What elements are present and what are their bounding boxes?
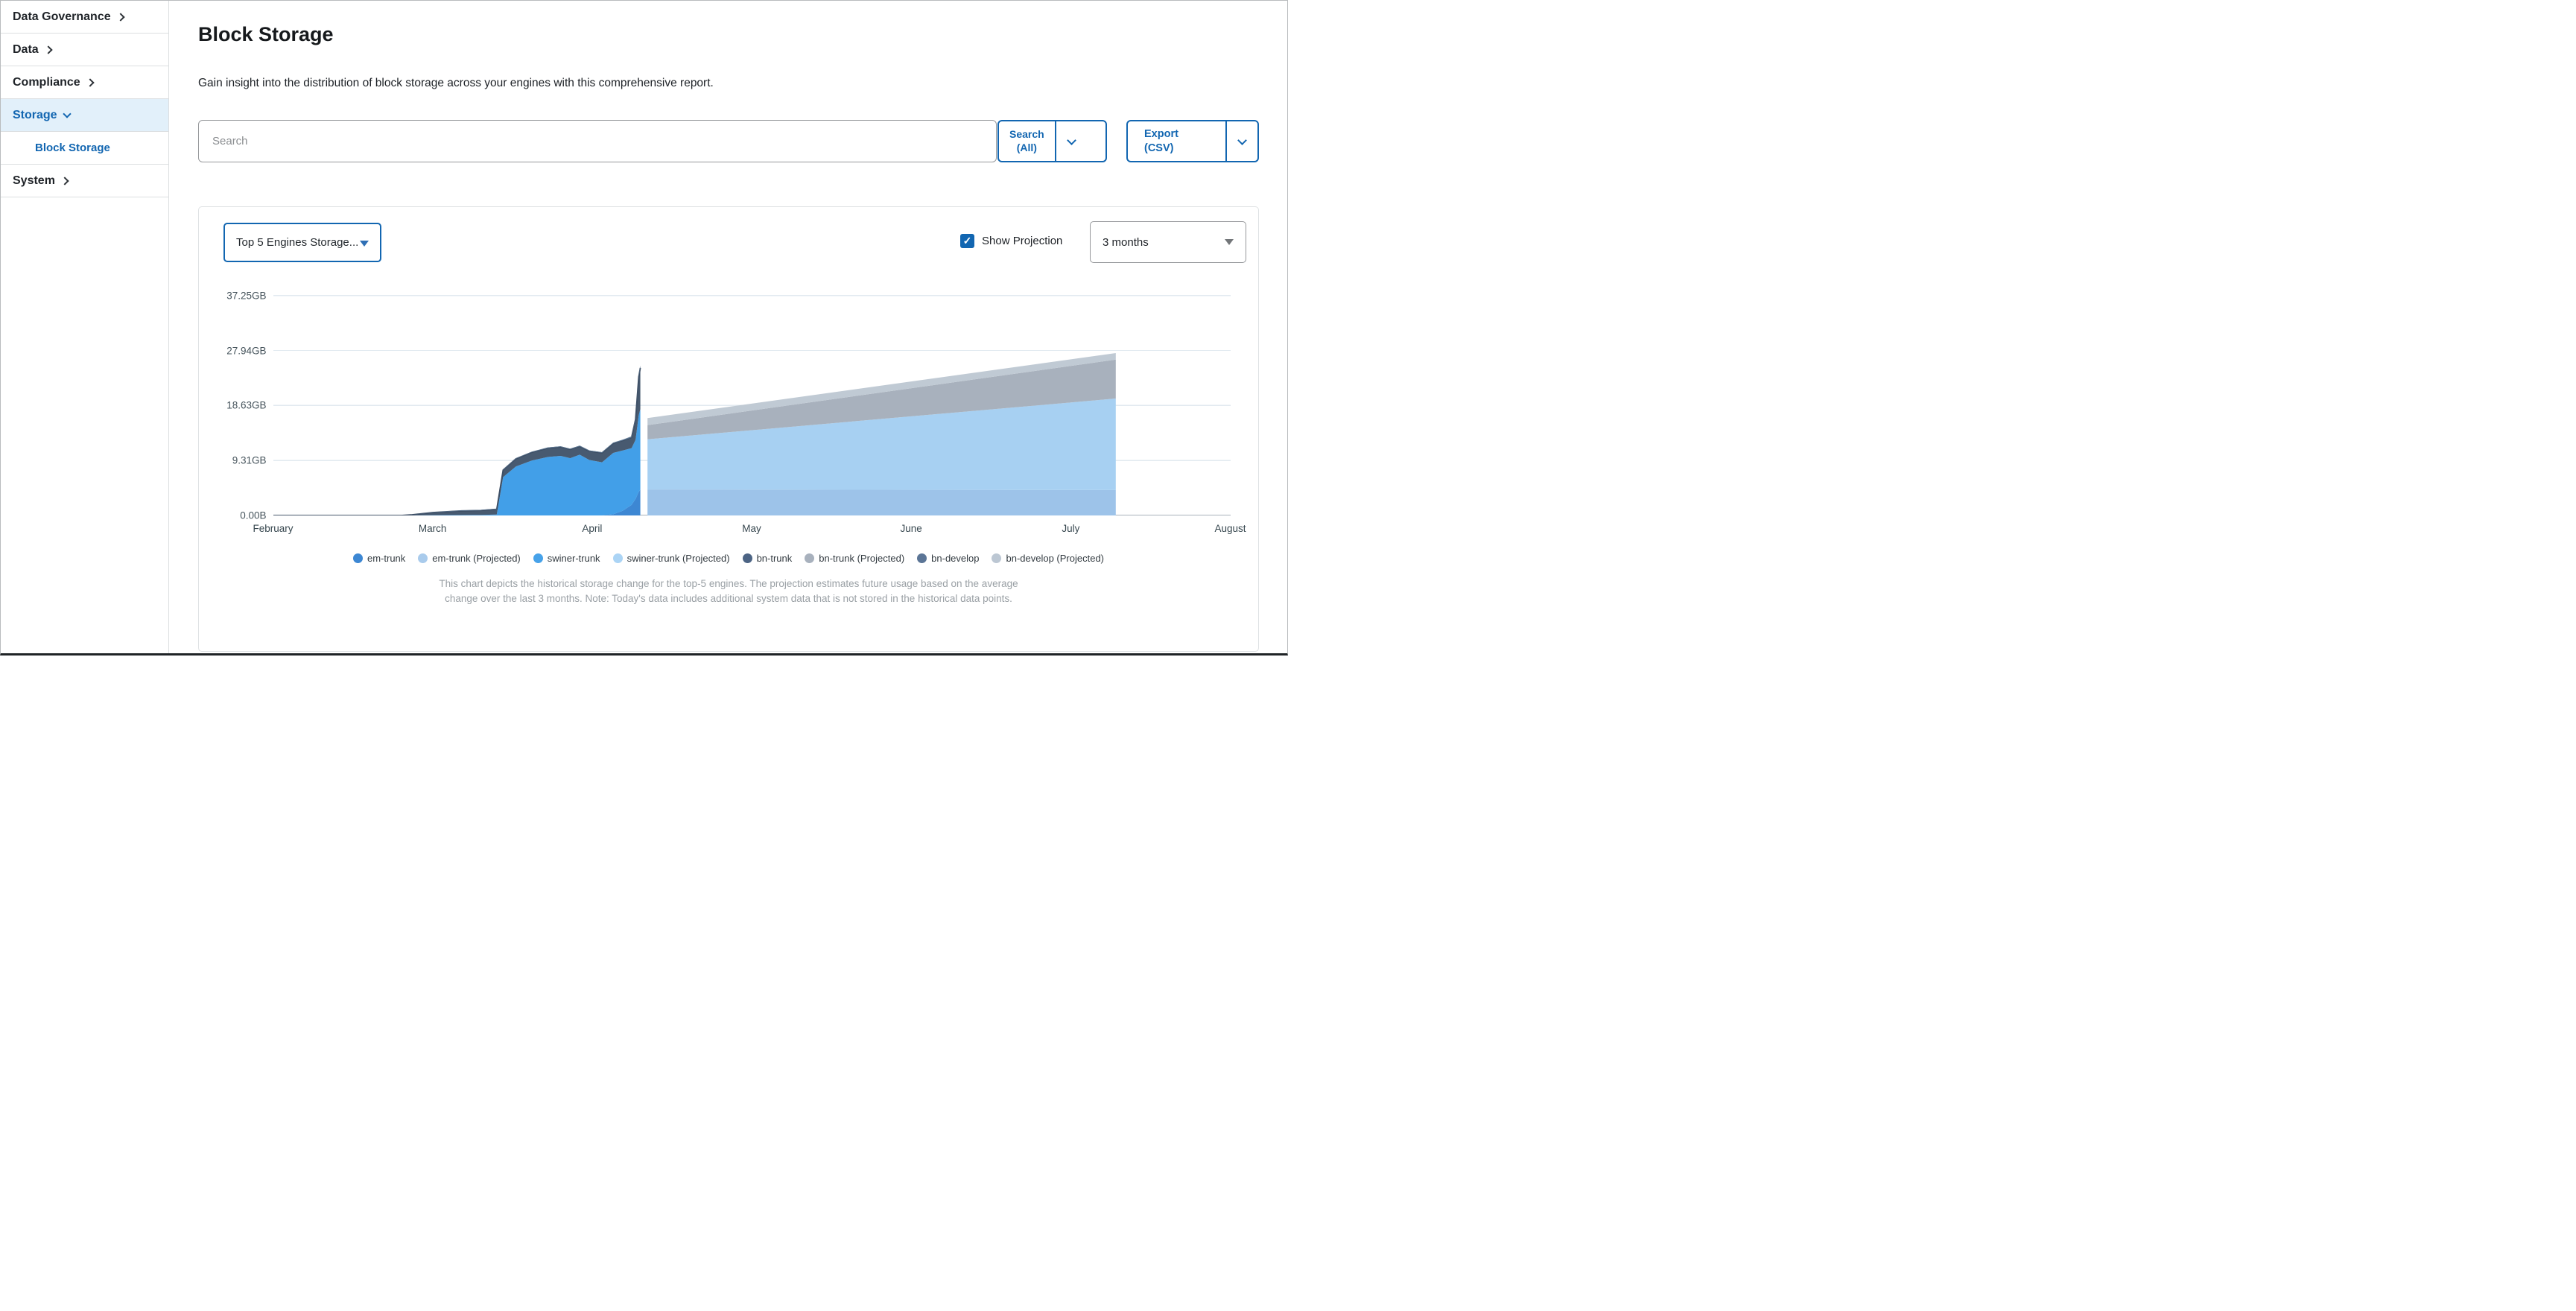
projection-range-value: 3 months xyxy=(1103,235,1149,249)
chevron-right-icon xyxy=(115,13,125,22)
area-bn-develop (Projected) xyxy=(647,353,1116,425)
app-window: Data Governance Data Compliance Storage … xyxy=(0,0,1288,656)
chevron-right-icon xyxy=(86,78,95,87)
search-button[interactable]: Search (All) xyxy=(997,120,1107,162)
x-axis-tick-label: August xyxy=(1214,523,1246,534)
legend-item-em-trunk[interactable]: em-trunk xyxy=(352,553,406,564)
area-swiner-trunk xyxy=(273,409,641,515)
x-axis-tick-label: July xyxy=(1062,523,1080,534)
chart-svg xyxy=(273,295,1231,517)
legend-dot-icon xyxy=(917,553,927,563)
projection-range-select[interactable]: 3 months xyxy=(1090,221,1246,263)
dropdown-caret-icon xyxy=(1225,239,1234,245)
chart-caption-wrap: This chart depicts the historical storag… xyxy=(199,577,1258,607)
search-button-label-line2: (All) xyxy=(1016,141,1037,153)
chevron-down-icon xyxy=(1237,135,1247,145)
legend-dot-icon xyxy=(352,553,363,563)
dropdown-caret-icon xyxy=(360,240,369,247)
show-projection-label: Show Projection xyxy=(982,235,1063,247)
legend-label: bn-trunk xyxy=(756,553,793,564)
legend-item-bn-trunk[interactable]: bn-trunk xyxy=(742,553,793,564)
legend-item-swiner-trunk-projected-[interactable]: swiner-trunk (Projected) xyxy=(612,553,730,564)
y-axis-tick-label: 18.63GB xyxy=(226,399,267,411)
area-bn-trunk (Projected) xyxy=(647,359,1116,439)
chevron-right-icon xyxy=(44,45,53,54)
legend-dot-icon xyxy=(533,553,543,563)
sidebar-item-label: Storage xyxy=(13,108,57,121)
sidebar-subitem-label: Block Storage xyxy=(35,142,110,154)
export-button[interactable]: Export (CSV) xyxy=(1126,120,1259,162)
search-input[interactable] xyxy=(198,120,997,162)
sidebar-item-storage[interactable]: Storage xyxy=(1,99,168,132)
legend-label: em-trunk xyxy=(367,553,406,564)
sidebar-subitem-block-storage[interactable]: Block Storage xyxy=(1,132,168,165)
export-options-dropdown-button[interactable] xyxy=(1225,121,1257,161)
main-content: Block Storage Gain insight into the dist… xyxy=(169,1,1287,653)
area-em-trunk (Projected) xyxy=(647,489,1116,515)
sidebar-item-label: Compliance xyxy=(13,75,80,89)
legend-item-bn-develop[interactable]: bn-develop xyxy=(917,553,979,564)
x-axis-tick-label: March xyxy=(418,523,447,534)
sidebar-item-label: Data Governance xyxy=(13,10,111,23)
legend-item-bn-develop-projected-[interactable]: bn-develop (Projected) xyxy=(992,553,1104,564)
legend-label: bn-develop (Projected) xyxy=(1006,553,1105,564)
chart-legend: em-trunk em-trunk (Projected) swiner-trunk… xyxy=(199,553,1258,564)
legend-label: em-trunk (Projected) xyxy=(432,553,521,564)
metric-select-value: Top 5 Engines Storage... xyxy=(236,236,359,249)
legend-dot-icon xyxy=(742,553,752,563)
area-swiner-trunk (Projected) xyxy=(647,399,1116,490)
legend-label: bn-develop xyxy=(931,553,980,564)
legend-label: swiner-trunk xyxy=(547,553,600,564)
chart-caption: This chart depicts the historical storag… xyxy=(439,578,1018,605)
legend-dot-icon xyxy=(612,553,623,563)
page-title: Block Storage xyxy=(198,23,334,46)
export-button-label: Export (CSV) xyxy=(1144,128,1178,154)
metric-select[interactable]: Top 5 Engines Storage... xyxy=(223,223,381,262)
x-axis-tick-label: June xyxy=(900,523,922,534)
legend-item-em-trunk-projected-[interactable]: em-trunk (Projected) xyxy=(418,553,521,564)
legend-label: swiner-trunk (Projected) xyxy=(626,553,730,564)
search-button-main[interactable]: Search (All) xyxy=(999,121,1055,161)
chevron-down-icon xyxy=(1067,135,1077,145)
sidebar-item-data-governance[interactable]: Data Governance xyxy=(1,1,168,34)
x-axis-tick-label: February xyxy=(253,523,294,534)
y-axis-tick-label: 9.31GB xyxy=(232,454,267,466)
legend-label: bn-trunk (Projected) xyxy=(819,553,905,564)
y-axis-tick-label: 27.94GB xyxy=(226,345,267,357)
sidebar-item-compliance[interactable]: Compliance xyxy=(1,66,168,99)
search-button-label-line1: Search xyxy=(1009,128,1044,140)
export-button-main[interactable]: Export (CSV) xyxy=(1128,121,1225,161)
page-description: Gain insight into the distribution of bl… xyxy=(198,76,714,89)
show-projection-checkbox[interactable]: ✓ xyxy=(960,234,974,248)
sidebar: Data Governance Data Compliance Storage … xyxy=(1,1,169,653)
storage-area-chart xyxy=(273,279,1231,517)
x-axis-tick-label: May xyxy=(742,523,761,534)
legend-item-bn-trunk-projected-[interactable]: bn-trunk (Projected) xyxy=(805,553,904,564)
chevron-down-icon xyxy=(62,109,72,118)
sidebar-item-system[interactable]: System xyxy=(1,165,168,197)
legend-dot-icon xyxy=(805,553,815,563)
sidebar-item-label: Data xyxy=(13,42,39,56)
show-projection-control: ✓ Show Projection xyxy=(960,234,1062,248)
y-axis-tick-label: 37.25GB xyxy=(226,290,267,302)
sidebar-item-label: System xyxy=(13,174,55,187)
search-options-dropdown-button[interactable] xyxy=(1054,121,1088,161)
legend-item-swiner-trunk[interactable]: swiner-trunk xyxy=(533,553,600,564)
chevron-right-icon xyxy=(60,177,69,185)
sidebar-item-data[interactable]: Data xyxy=(1,34,168,66)
y-axis-tick-label: 0.00B xyxy=(240,510,267,521)
legend-dot-icon xyxy=(992,553,1002,563)
legend-dot-icon xyxy=(418,553,428,563)
x-axis-tick-label: April xyxy=(582,523,603,534)
chart-card: Top 5 Engines Storage... ✓ Show Projecti… xyxy=(198,206,1259,652)
